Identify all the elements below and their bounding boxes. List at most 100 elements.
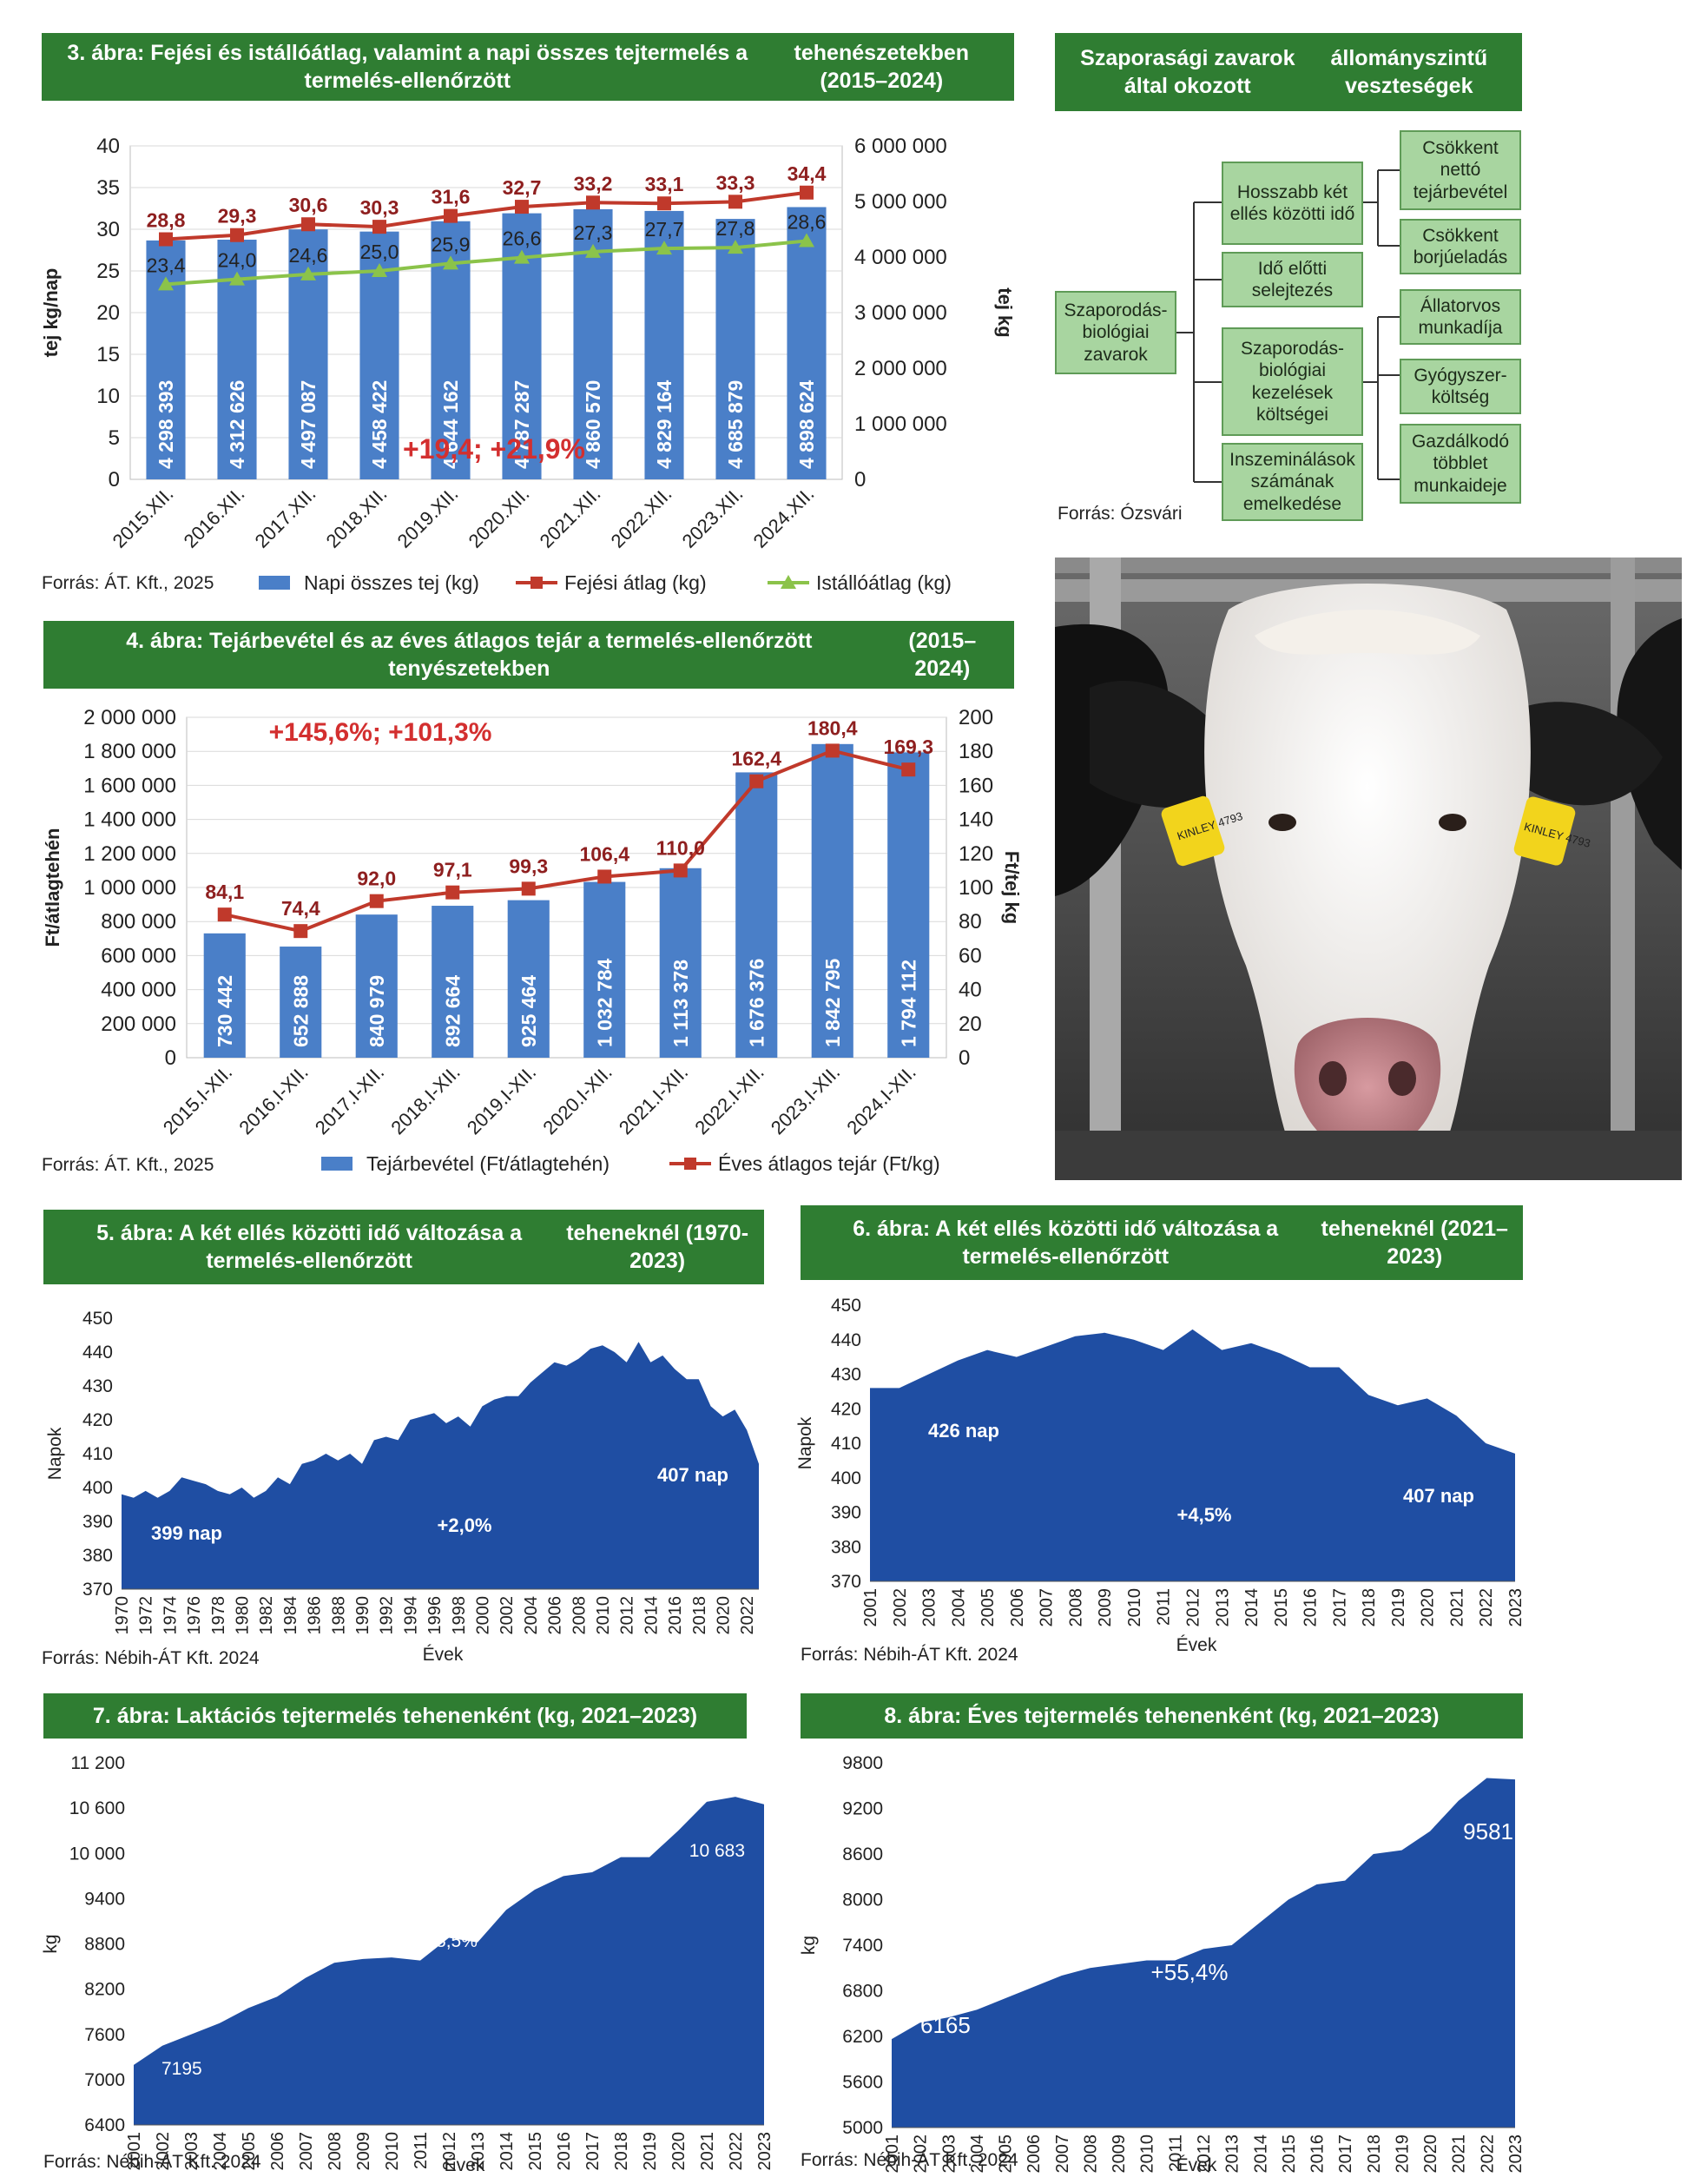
y-axis-label: kg <box>41 1934 61 1953</box>
x-tick-label: 2009 <box>1110 2135 1129 2174</box>
x-tick-label: 2017.I-XII. <box>311 1061 388 1138</box>
x-tick-label: 2011 <box>1155 1588 1174 1626</box>
bar-value-label: 4 458 422 <box>368 380 391 469</box>
area-annotation: +2,0% <box>438 1514 492 1536</box>
line-marker <box>372 263 387 277</box>
x-tick-label: 2007 <box>1053 2135 1072 2174</box>
area-annotation: 7195 <box>161 2059 202 2079</box>
y-tick-label: 8200 <box>84 1980 125 2000</box>
diagram-middle-box-3: Szaporodás-biológiai kezelések költségei <box>1222 327 1363 436</box>
bar <box>659 868 702 1058</box>
y-left-tick-label: 1 600 000 <box>83 774 176 797</box>
line-value-label: 99,3 <box>509 854 548 877</box>
line-marker <box>444 208 458 223</box>
y-tick-label: 390 <box>831 1503 861 1523</box>
line-value-label: 25,9 <box>432 233 471 255</box>
x-tick-label: 2019 <box>1389 1588 1408 1627</box>
x-axis-label: Évek <box>1176 2155 1217 2175</box>
y-left-axis-label: tej kg/nap <box>40 268 62 358</box>
y-right-axis-label: Ft/tej kg <box>1001 851 1023 924</box>
x-tick-label: 2016 <box>1308 2135 1328 2174</box>
fig6-chart: 370 380 390 400 410 420 430 440 450 2001 2002 2003 2… <box>795 1296 1526 1655</box>
y-tick-label: 380 <box>82 1546 113 1566</box>
diagram-middle-box-2: Idő előtti selejtezés <box>1222 252 1363 307</box>
line-marker <box>369 894 384 908</box>
y-axis-label: kg <box>799 1936 819 1955</box>
x-tick-label: 2020.XII. <box>465 483 534 552</box>
x-tick-label: 2014 <box>498 2132 517 2171</box>
x-tick-label: 2015.XII. <box>109 483 178 552</box>
fig3-source: Forrás: ÁT. Kft., 2025 <box>42 573 214 593</box>
y-tick-label: 8000 <box>842 1890 883 1910</box>
x-tick-label: 2006 <box>1008 1588 1027 1627</box>
diagram-right-box-5: Gazdálkodó többlet munkaideje <box>1400 424 1521 504</box>
area-annotation: 10 683 <box>689 1841 745 1861</box>
area-series <box>134 1797 764 2125</box>
line-marker <box>825 743 840 758</box>
y-right-tick-label: 200 <box>959 706 993 729</box>
legend-marker <box>684 1158 696 1170</box>
y-left-tick-label: 20 <box>96 301 120 325</box>
fig6-title: 6. ábra: A két ellés közötti idő változá… <box>801 1205 1523 1280</box>
x-tick-label: 2003 <box>920 1588 939 1627</box>
series-line <box>165 239 807 287</box>
line-value-label: 162,4 <box>731 748 781 770</box>
x-tick-label: 2023 <box>1506 1588 1526 1627</box>
fig8-title: 8. ábra: Éves tejtermelés tehenenként (k… <box>801 1693 1523 1739</box>
area-series <box>892 1778 1515 2128</box>
x-tick-label: 2002 <box>891 1588 910 1627</box>
x-tick-label: 2008 <box>1081 2135 1100 2174</box>
fig8-chart: 5000 5600 6200 6800 7400 8000 8600 9200 9800 2001… <box>799 1753 1526 2175</box>
y-left-tick-label: 0 <box>109 468 120 492</box>
bar-value-label: 925 464 <box>517 975 540 1047</box>
x-tick-label: 2002 <box>912 2135 931 2174</box>
diagram-middle-box-4: Inszeminálások számának emelkedése <box>1222 443 1363 521</box>
bar-value-label: 4 312 626 <box>226 380 248 469</box>
bar-value-label: 1 676 376 <box>745 959 768 1047</box>
diagram-connectors <box>1176 169 1400 483</box>
x-tick-label: 2001 <box>861 1588 880 1627</box>
y-left-tick-label: 1 400 000 <box>83 808 176 832</box>
y-right-tick-label: 140 <box>959 808 993 832</box>
area-series <box>122 1342 759 1589</box>
fig4-title-line2: (2015–2024) <box>908 628 977 682</box>
y-left-tick-label: 35 <box>96 176 120 200</box>
line-marker <box>673 863 688 878</box>
line-marker <box>159 232 173 247</box>
x-tick-label: 1984 <box>281 1596 300 1635</box>
area-annotation: 9581 <box>1463 1818 1513 1844</box>
y-left-tick-label: 2 000 000 <box>83 706 176 729</box>
y-tick-label: 440 <box>831 1330 861 1350</box>
bar-value-label: 4 685 879 <box>724 380 747 469</box>
fig3-title-line2: tehenészetekben (2015–2024) <box>794 40 970 94</box>
y-tick-label: 370 <box>82 1580 113 1600</box>
x-tick-label: 2008 <box>326 2132 345 2171</box>
x-tick-label: 1970 <box>113 1596 132 1635</box>
fig5-title: 5. ábra: A két ellés közötti idő változá… <box>43 1210 764 1284</box>
x-tick-label: 2010 <box>383 2132 402 2171</box>
x-tick-label: 2017.XII. <box>251 483 320 552</box>
y-tick-label: 6200 <box>842 2027 883 2047</box>
x-tick-label: 1974 <box>161 1596 180 1635</box>
x-tick-label: 2022 <box>1478 2135 1497 2174</box>
y-tick-label: 440 <box>82 1343 113 1363</box>
fig4-title: 4. ábra: Tejárbevétel és az éves átlagos… <box>43 621 1014 689</box>
bar <box>355 914 398 1058</box>
chart-annotation: +145,6%; +101,3% <box>269 718 492 747</box>
x-tick-label: 2019.I-XII. <box>463 1061 540 1138</box>
x-tick-label: 2004 <box>211 2132 230 2171</box>
x-tick-label: 2016.I-XII. <box>234 1061 312 1138</box>
y-tick-label: 9800 <box>842 1753 883 1773</box>
bar <box>280 947 322 1058</box>
line-value-label: 28,6 <box>787 210 827 233</box>
diagram-right-box-2: Csökkent borjúeladás <box>1400 219 1521 274</box>
y-left-axis-label: Ft/átlagtehén <box>42 828 63 947</box>
fig5-title-line2: teheneknél (1970-2023) <box>566 1220 749 1274</box>
bar-value-label: 4 298 393 <box>155 380 177 469</box>
line-marker <box>515 200 529 214</box>
line-value-label: 27,8 <box>716 217 755 240</box>
legend-label: Istállóátlag (kg) <box>816 571 952 594</box>
x-tick-label: 2019 <box>641 2132 660 2171</box>
fig4-source: Forrás: ÁT. Kft., 2025 <box>42 1155 214 1175</box>
line-marker <box>293 924 308 939</box>
